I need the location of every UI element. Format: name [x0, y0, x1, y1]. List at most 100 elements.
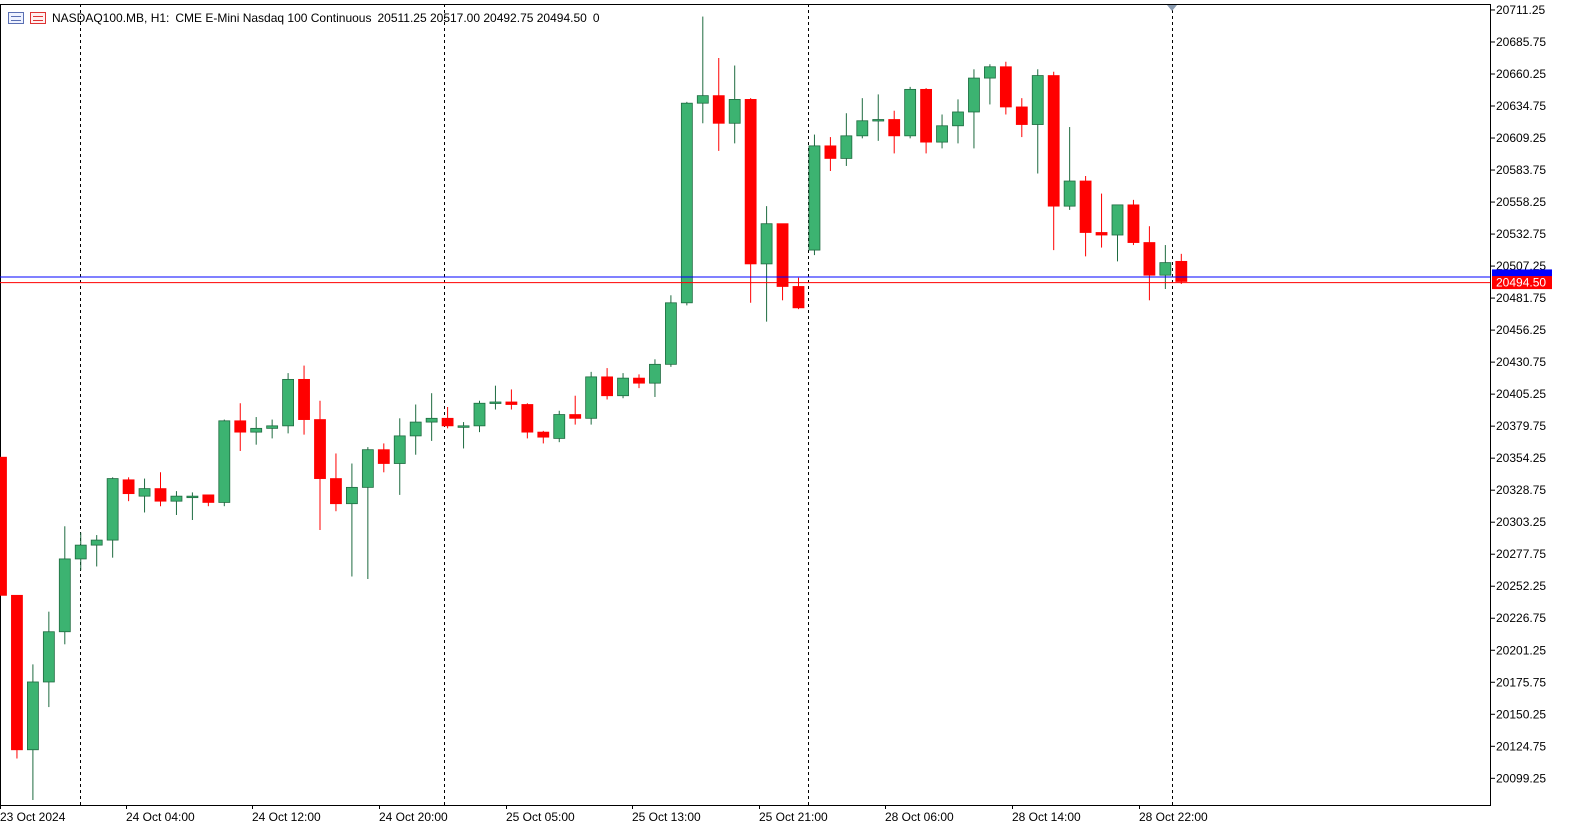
candle-body — [106, 478, 119, 541]
candle — [872, 94, 885, 141]
candle — [90, 535, 103, 567]
y-tick-label: 20328.75 — [1496, 483, 1546, 497]
candle-body — [26, 681, 39, 751]
x-tick-label: 28 Oct 14:00 — [1012, 810, 1081, 824]
candle — [537, 430, 550, 444]
candle — [1031, 69, 1044, 174]
candle-body — [138, 488, 151, 497]
candle — [1047, 71, 1060, 251]
candle — [856, 98, 869, 139]
candle-body — [282, 378, 295, 427]
candle — [1015, 98, 1028, 138]
candle — [234, 403, 247, 451]
candle — [680, 101, 693, 306]
bar-chart-icon[interactable] — [30, 12, 46, 24]
candle-body — [314, 419, 326, 479]
candle — [11, 594, 23, 759]
candle — [617, 373, 629, 399]
y-tick-label: 20634.75 — [1496, 99, 1546, 113]
x-tick-label: 25 Oct 05:00 — [506, 810, 575, 824]
candle — [1111, 204, 1124, 262]
x-tick-label: 25 Oct 21:00 — [759, 810, 828, 824]
candle — [330, 453, 342, 512]
candle — [824, 137, 837, 171]
candle — [776, 223, 789, 301]
candle-body — [42, 631, 55, 683]
candle-body — [441, 417, 454, 427]
candle-body — [728, 99, 741, 124]
candle — [888, 110, 901, 154]
candle-body — [1143, 242, 1156, 276]
chart-header: NASDAQ100.MB, H1: CME E-Mini Nasdaq 100 … — [8, 10, 600, 26]
candle-body — [984, 66, 996, 79]
chart-window-icon[interactable] — [8, 12, 24, 24]
candle-body — [744, 99, 757, 265]
candle-body — [920, 88, 932, 143]
candle-body — [58, 558, 71, 633]
candle-body — [218, 420, 231, 503]
candle-body — [1047, 75, 1060, 207]
candle-body — [936, 125, 948, 143]
candle-body — [633, 377, 645, 384]
candle — [473, 400, 486, 433]
candle — [345, 463, 358, 577]
candle — [984, 64, 996, 105]
y-tick-label: 20660.25 — [1496, 67, 1546, 81]
candle — [170, 491, 183, 515]
candle-body — [11, 594, 23, 751]
y-tick-label: 20532.75 — [1496, 227, 1546, 241]
candle — [361, 447, 374, 580]
candle — [74, 532, 87, 571]
candle — [1079, 176, 1092, 257]
candle — [712, 57, 725, 151]
candle-body — [377, 449, 390, 464]
candle — [633, 374, 645, 389]
candle — [314, 400, 326, 531]
candle — [409, 404, 422, 455]
y-tick-label: 20379.75 — [1496, 419, 1546, 433]
candle-body — [0, 456, 7, 596]
candle — [968, 69, 980, 149]
candle — [282, 373, 295, 434]
candle-body — [1175, 260, 1188, 282]
candle — [649, 359, 661, 397]
candle — [457, 422, 470, 449]
candle-body — [90, 539, 103, 546]
candle — [138, 478, 151, 513]
symbol-label: NASDAQ100.MB, H1: — [52, 11, 170, 25]
volume-value: 0 — [592, 11, 600, 25]
candle — [999, 61, 1012, 115]
candle-body — [234, 420, 247, 433]
candle-body — [712, 95, 725, 124]
y-tick-label: 20201.25 — [1496, 643, 1546, 657]
candle — [1175, 253, 1188, 284]
candle-body — [345, 486, 358, 505]
candle-body — [808, 145, 821, 251]
candle-body — [952, 111, 964, 127]
candle-body — [393, 435, 406, 464]
candle-body — [1159, 262, 1172, 276]
candle-body — [760, 223, 773, 265]
y-tick-label: 20583.75 — [1496, 163, 1546, 177]
candle — [1063, 127, 1076, 210]
symbol-description: CME E-Mini Nasdaq 100 Continuous — [175, 11, 372, 25]
candle — [441, 407, 454, 429]
candle-body — [840, 135, 853, 159]
candle-body — [999, 66, 1012, 108]
candle-body — [1095, 232, 1108, 236]
candle-body — [856, 120, 869, 137]
candle — [42, 611, 55, 708]
candle — [760, 206, 773, 322]
candle-body — [617, 377, 629, 397]
candle — [569, 395, 582, 425]
candle-body — [824, 145, 837, 159]
candle-body — [489, 401, 502, 404]
candle-body — [585, 376, 598, 419]
current-price-label: 20494.50 — [1496, 276, 1546, 290]
candle — [1127, 199, 1140, 246]
candle-body — [792, 286, 805, 309]
candle — [106, 477, 119, 558]
candle-body — [1111, 204, 1124, 236]
